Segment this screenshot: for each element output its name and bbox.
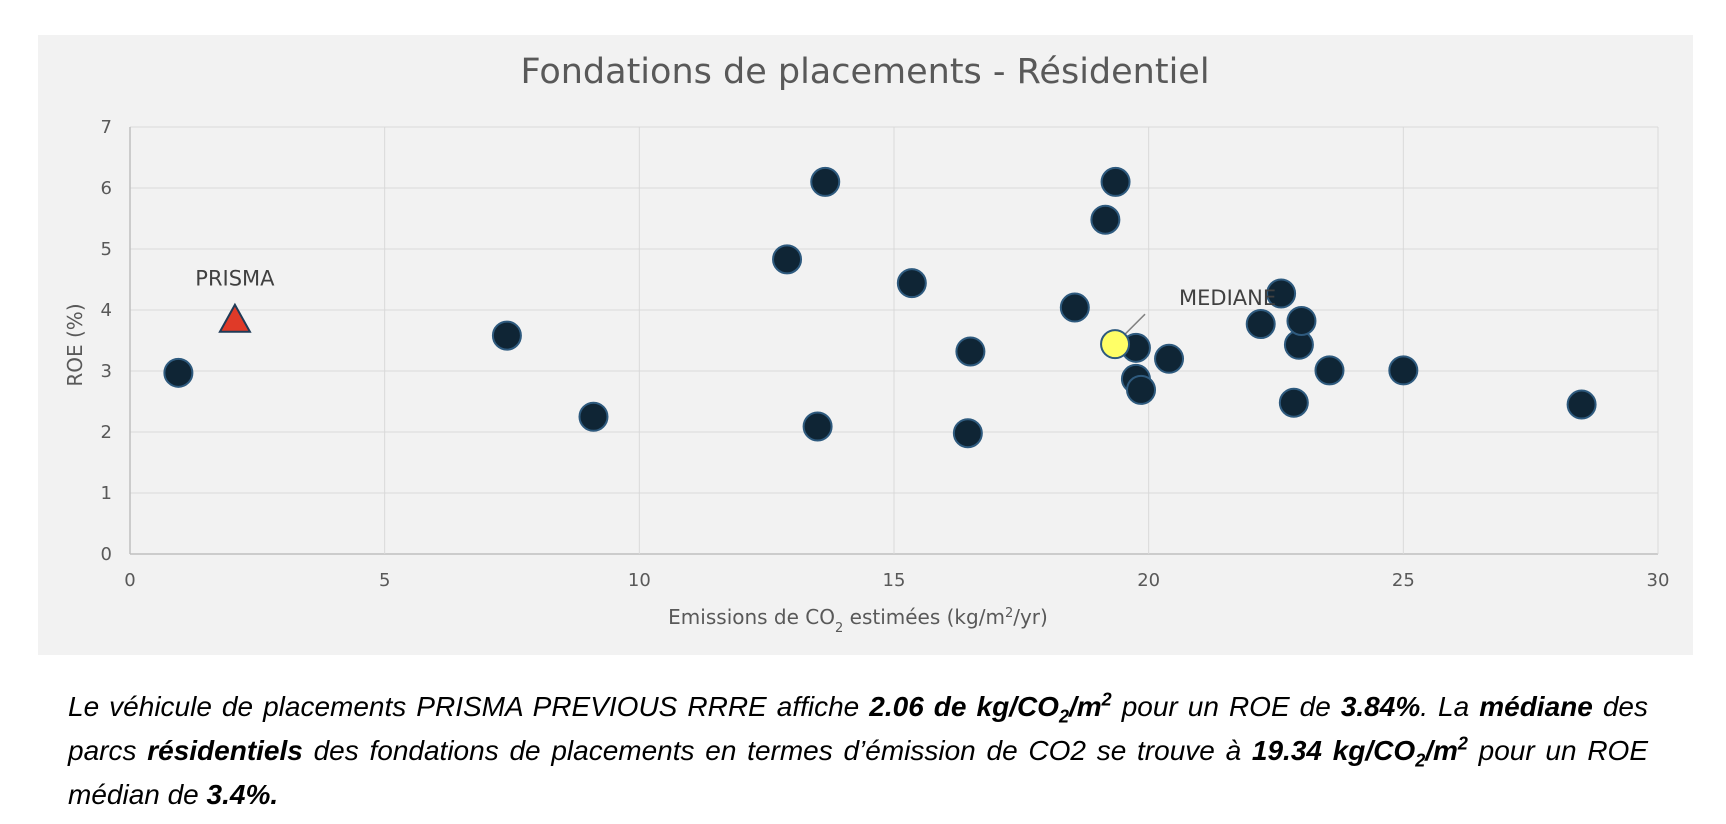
data-point [578,401,609,432]
x-tick-label: 10 [628,570,651,591]
x-tick-label: 20 [1137,570,1160,591]
data-point [1314,355,1345,386]
y-tick-label: 7 [101,117,112,138]
x-tick-label: 30 [1647,570,1670,591]
chart-panel: Fondations de placements - Résidentiel 0… [38,35,1693,655]
data-point [802,411,833,442]
data-point [772,244,803,275]
data-point [1566,389,1597,420]
y-tick-label: 6 [101,178,112,199]
y-tick-label: 4 [101,300,112,321]
data-point [163,357,194,388]
annotation-label: MEDIANE [1179,286,1276,310]
annotation-label: PRISMA [195,267,275,291]
tick-labels: 0 1 2 3 4 5 6 7 0 5 10 15 20 25 30 [101,117,1670,591]
data-point [1286,305,1317,336]
data-point [1278,387,1309,418]
prisma-point [218,302,252,333]
y-tick-label: 2 [101,422,112,443]
x-tick-label: 15 [883,570,906,591]
data-point [1090,204,1121,235]
data-point [491,320,522,351]
chart-title: Fondations de placements - Résidentiel [520,52,1209,92]
data-points [163,166,1597,449]
data-point [955,336,986,367]
data-point [1388,355,1419,386]
y-axis-label: ROE (%) [63,303,87,386]
data-point [810,166,841,197]
data-point [1266,278,1297,309]
x-axis-label: Emissions de CO2 estimées (kg/m2/yr) [668,605,1048,636]
x-tick-label: 25 [1392,570,1415,591]
mediane-point [1100,329,1131,360]
x-tick-label: 5 [379,570,390,591]
y-tick-label: 0 [101,544,112,565]
y-tick-label: 1 [101,483,112,504]
y-tick-label: 3 [101,361,112,382]
x-tick-label: 0 [124,570,135,591]
data-point [952,418,983,449]
annotations: PRISMA MEDIANE [195,267,1276,311]
chart-caption: Le véhicule de placements PRISMA PREVIOU… [68,689,1649,810]
data-point [1059,292,1090,323]
scatter-chart: Fondations de placements - Résidentiel 0… [63,52,1670,636]
y-tick-label: 5 [101,239,112,260]
data-point [1100,166,1131,197]
data-point [896,268,927,299]
data-point [1154,343,1185,374]
grid [129,126,1659,555]
data-point [1245,309,1276,340]
data-point [1126,374,1157,405]
